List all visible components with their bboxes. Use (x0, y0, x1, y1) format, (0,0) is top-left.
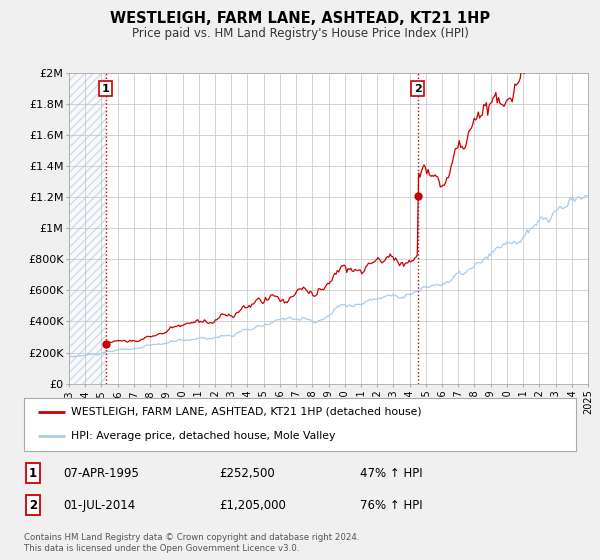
Text: 07-APR-1995: 07-APR-1995 (63, 466, 139, 480)
Text: WESTLEIGH, FARM LANE, ASHTEAD, KT21 1HP: WESTLEIGH, FARM LANE, ASHTEAD, KT21 1HP (110, 11, 490, 26)
Bar (69, 73, 106, 384)
Text: £1,205,000: £1,205,000 (219, 498, 286, 512)
Text: HPI: Average price, detached house, Mole Valley: HPI: Average price, detached house, Mole… (71, 431, 335, 441)
Text: Contains HM Land Registry data © Crown copyright and database right 2024.
This d: Contains HM Land Registry data © Crown c… (24, 533, 359, 553)
Text: 1: 1 (102, 83, 110, 94)
Text: WESTLEIGH, FARM LANE, ASHTEAD, KT21 1HP (detached house): WESTLEIGH, FARM LANE, ASHTEAD, KT21 1HP … (71, 407, 422, 417)
Bar (69, 73, 106, 384)
Text: Price paid vs. HM Land Registry's House Price Index (HPI): Price paid vs. HM Land Registry's House … (131, 27, 469, 40)
Text: 01-JUL-2014: 01-JUL-2014 (63, 498, 135, 512)
Text: £252,500: £252,500 (219, 466, 275, 480)
Text: 1: 1 (29, 466, 37, 480)
Text: 2: 2 (29, 498, 37, 512)
Text: 47% ↑ HPI: 47% ↑ HPI (360, 466, 422, 480)
Text: 76% ↑ HPI: 76% ↑ HPI (360, 498, 422, 512)
Text: 2: 2 (414, 83, 422, 94)
